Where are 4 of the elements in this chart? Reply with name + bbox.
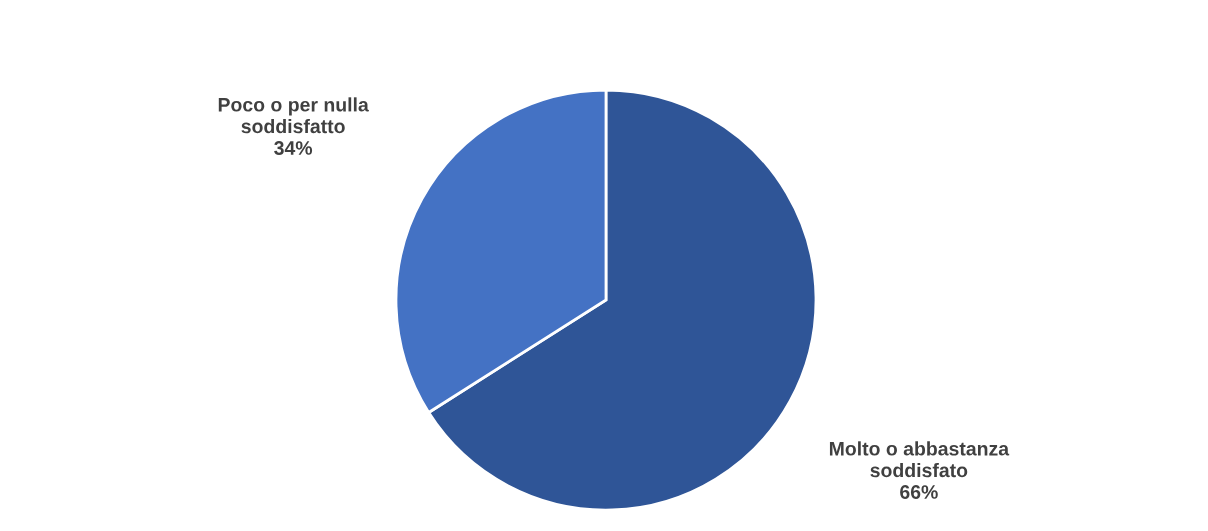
slice-label: Poco o per nulla soddisfatto (218, 97, 369, 134)
data-label: 34% (274, 141, 313, 155)
data-label: 66% (900, 485, 938, 499)
slice-label: Molto o abbastanza soddisfato (829, 441, 1010, 478)
